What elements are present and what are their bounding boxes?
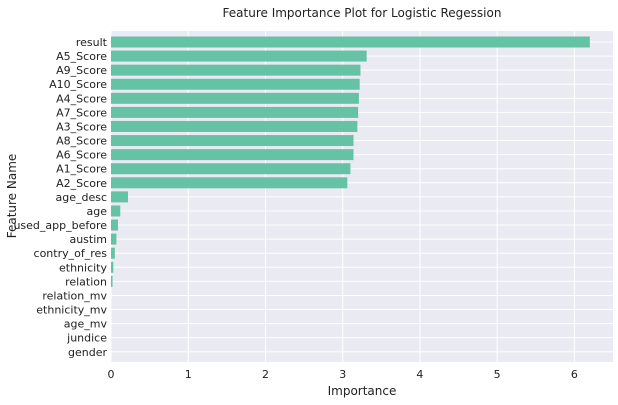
y-tick-label: A6_Score xyxy=(56,149,107,162)
bar-A6_Score xyxy=(111,149,354,161)
y-tick-label: A7_Score xyxy=(56,106,107,119)
y-tick-label: age_mv xyxy=(64,318,108,331)
x-tick-label: 5 xyxy=(494,368,501,381)
y-tick-label: austim xyxy=(69,233,107,246)
y-tick-label: gender xyxy=(68,346,107,359)
bar-contry_of_res xyxy=(111,247,115,259)
bar-result xyxy=(111,36,590,48)
y-tick-labels: resultA5_ScoreA9_ScoreA10_ScoreA4_ScoreA… xyxy=(13,36,107,359)
x-tick-label: 0 xyxy=(108,368,115,381)
y-tick-label: A10_Score xyxy=(49,78,107,91)
y-tick-label: ethnicity xyxy=(59,261,107,274)
y-tick-label: A9_Score xyxy=(56,64,107,77)
y-tick-label: result xyxy=(76,36,108,49)
x-tick-label: 2 xyxy=(262,368,269,381)
y-axis-title: Feature Name xyxy=(5,154,19,239)
bar-A7_Score xyxy=(111,106,359,118)
y-tick-label: age_desc xyxy=(55,191,107,204)
y-tick-label: A3_Score xyxy=(56,120,107,133)
y-tick-label: contry_of_res xyxy=(34,247,108,260)
x-tick-label: 3 xyxy=(339,368,346,381)
y-tick-label: A2_Score xyxy=(56,177,107,190)
bar-age xyxy=(111,205,121,217)
bar-A9_Score xyxy=(111,64,361,76)
y-tick-label: A4_Score xyxy=(56,92,107,105)
bar-A4_Score xyxy=(111,92,359,104)
y-tick-label: relation_mv xyxy=(42,289,107,302)
bar-relation xyxy=(111,275,113,287)
bar-A10_Score xyxy=(111,78,360,90)
x-tick-label: 4 xyxy=(416,368,423,381)
bar-age_desc xyxy=(111,191,128,203)
bar-A1_Score xyxy=(111,163,351,175)
y-tick-label: A8_Score xyxy=(56,135,107,148)
x-tick-label: 1 xyxy=(185,368,192,381)
x-tick-label: 6 xyxy=(571,368,578,381)
bar-A2_Score xyxy=(111,177,348,189)
y-tick-label: age xyxy=(87,205,108,218)
x-axis-title: Importance xyxy=(328,384,397,398)
bar-ethnicity xyxy=(111,261,114,273)
bar-A3_Score xyxy=(111,120,358,132)
y-tick-label: A1_Score xyxy=(56,163,107,176)
y-tick-label: used_app_before xyxy=(13,219,107,232)
chart-title: Feature Importance Plot for Logistic Reg… xyxy=(223,6,502,20)
bar-A5_Score xyxy=(111,50,367,62)
y-tick-label: ethnicity_mv xyxy=(36,304,107,317)
bar-austim xyxy=(111,233,117,245)
bar-A8_Score xyxy=(111,135,354,147)
y-tick-label: relation xyxy=(65,275,107,288)
y-tick-label: jundice xyxy=(66,332,107,345)
bar-used_app_before xyxy=(111,219,118,231)
y-tick-label: A5_Score xyxy=(56,50,107,63)
bar-layer xyxy=(111,36,590,287)
x-tick-labels: 0 1 2 3 4 5 6 xyxy=(108,368,578,381)
